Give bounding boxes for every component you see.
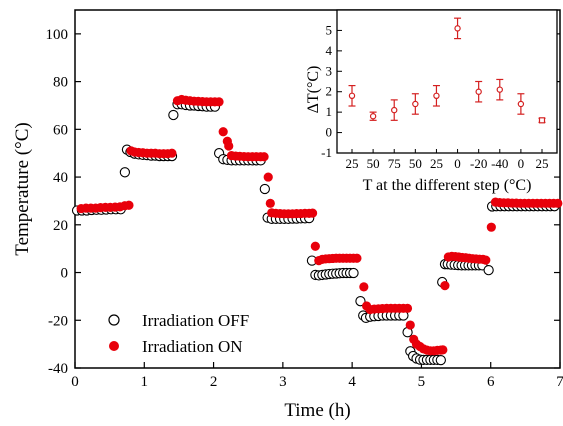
data-point-on	[224, 141, 234, 151]
legend-marker-off	[108, 314, 120, 326]
inset-x-tick-label: 25	[430, 156, 443, 171]
data-point-off	[348, 267, 359, 279]
data-point-on	[359, 282, 369, 292]
data-marker	[369, 113, 377, 120]
data-point-on	[553, 198, 563, 208]
y-tick-label: 80	[53, 75, 68, 91]
inset-x-tick-label: 0	[518, 156, 525, 171]
data-point-on	[486, 222, 496, 232]
data-point-off	[483, 264, 494, 276]
legend: Irradiation OFF Irradiation ON	[108, 311, 249, 356]
inset-frame	[336, 9, 558, 154]
data-point-on	[259, 152, 269, 162]
data-marker	[517, 100, 525, 108]
inset-x-tick-label: 75	[388, 156, 401, 171]
y-axis-title: Temperature (°C)	[12, 122, 33, 255]
inset-x-tick-label: 50	[367, 156, 380, 171]
data-point-on	[218, 127, 228, 137]
y-tick-label: 40	[53, 170, 68, 186]
data-point-on	[265, 198, 275, 208]
errorbar-point	[369, 111, 377, 121]
inset-x-tick-label: 0	[454, 156, 461, 171]
legend-label-off: Irradiation OFF	[142, 311, 249, 330]
inset-x-tick-label: 25	[346, 156, 359, 171]
data-point-on	[214, 97, 224, 107]
inset-y-tick-label: 1	[326, 104, 333, 119]
legend-label-on: Irradiation ON	[142, 337, 243, 356]
inset-y-tick-label: 2	[326, 84, 333, 99]
x-tick-label: 4	[348, 374, 356, 390]
data-point-off	[435, 354, 446, 366]
data-point-on	[481, 255, 491, 265]
inset-y-tick-label: 4	[326, 43, 333, 58]
data-marker	[391, 106, 398, 114]
errorbar-point	[517, 93, 525, 115]
x-tick-label: 2	[210, 374, 218, 390]
errorbar-point	[454, 17, 462, 40]
legend-marker-on	[109, 341, 119, 351]
x-axis-title: Time (h)	[284, 400, 350, 421]
x-tick-label: 7	[556, 374, 563, 390]
x-tick-label: 6	[487, 374, 495, 390]
data-point-on	[405, 320, 415, 330]
y-tick-label: 0	[61, 266, 69, 282]
data-marker	[454, 25, 461, 32]
data-point-on	[124, 200, 134, 210]
errorbar-point	[348, 84, 356, 107]
data-point-on	[402, 303, 413, 313]
y-tick-label: 60	[53, 122, 68, 138]
data-point-on	[167, 148, 177, 158]
data-point-on	[352, 253, 362, 263]
data-point-on	[310, 241, 320, 251]
errorbar-point	[475, 80, 483, 103]
y-tick-label: -40	[48, 361, 68, 377]
errorbar-point	[538, 117, 546, 124]
x-tick-label: 1	[141, 374, 149, 390]
y-tick-label: 100	[46, 27, 69, 43]
inset-chart: -1 0 1 2 3 4 5 25 50 75 50 25 0 -20 -40 0 25 T at the dif…	[305, 9, 558, 194]
inset-y-axis-title: ΔT(°C)	[305, 66, 322, 114]
y-tick-label: 20	[53, 218, 68, 234]
data-point-off	[259, 183, 270, 195]
inset-x-tick-label: -20	[470, 156, 487, 171]
data-point-on	[263, 172, 273, 182]
inset-y-tick-label: 5	[326, 22, 333, 37]
series-irradiation-on	[76, 94, 563, 356]
errorbar-point	[432, 84, 440, 107]
data-point-on	[438, 345, 448, 355]
data-marker	[412, 100, 419, 108]
x-tick-label: 3	[279, 374, 287, 390]
inset-x-tick-label: 25	[536, 156, 549, 171]
inset-y-tick-label: 0	[326, 125, 333, 140]
data-point-off	[119, 167, 131, 178]
x-tick-label: 0	[71, 374, 79, 390]
inset-y-tick-label: 3	[326, 63, 333, 78]
data-marker	[475, 88, 482, 95]
errorbar-point	[496, 78, 504, 101]
inset-y-tick-label: -1	[321, 145, 332, 160]
inset-x-tick-label: 50	[409, 156, 422, 171]
x-tick-label: 5	[418, 374, 426, 390]
data-marker	[433, 92, 440, 100]
data-point-on	[307, 208, 318, 218]
data-point-off	[168, 109, 179, 121]
y-tick-label: -20	[48, 313, 68, 329]
data-marker	[496, 86, 503, 93]
errorbar-point	[390, 99, 398, 121]
errorbar-point	[411, 93, 419, 115]
data-point-on	[440, 281, 450, 291]
data-marker	[538, 117, 546, 124]
plot-frame	[74, 9, 561, 369]
inset-x-axis-title: T at the different step (°C)	[363, 177, 532, 194]
data-marker	[348, 92, 356, 100]
inset-x-tick-label: -40	[491, 156, 508, 171]
